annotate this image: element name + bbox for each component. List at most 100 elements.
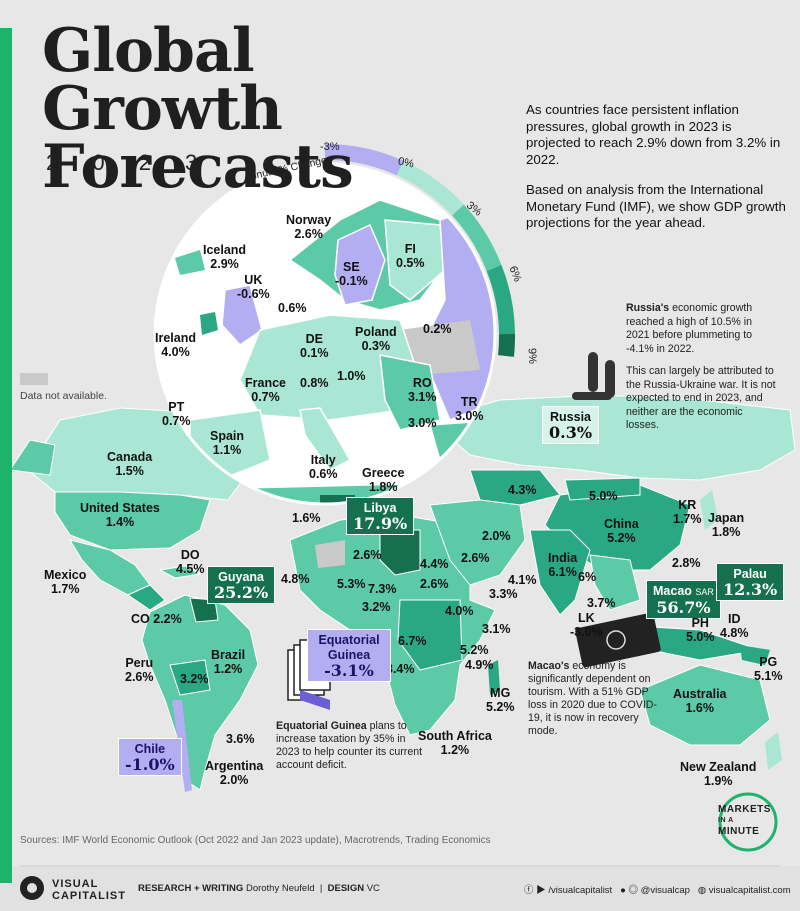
russia-note-p1: economic growth reached a high of 10.5% … xyxy=(626,302,753,355)
intro-p1: As countries face persistent inflation p… xyxy=(526,102,781,167)
equatorial-guinea-note: Equatorial Guinea plans to increase taxa… xyxy=(276,720,423,771)
label-hu: 1.0% xyxy=(337,369,366,383)
mongolia-shape xyxy=(564,477,641,501)
label-guyana: Guyana 25.2% xyxy=(207,566,276,604)
label-at: 0.8% xyxy=(300,376,329,390)
instagram-icon[interactable]: ◎ xyxy=(628,885,639,896)
japan-shape xyxy=(700,490,718,530)
twitter-icon[interactable]: ● xyxy=(620,885,626,896)
vc-logo-text: VISUAL CAPITALIST xyxy=(52,878,126,902)
label-tr: TR 3.0% xyxy=(455,395,484,423)
globe-icon[interactable]: ◍ xyxy=(697,885,707,896)
sea-shape xyxy=(589,554,641,611)
bullets-icon xyxy=(572,352,615,400)
site-link[interactable]: visualcapitalist.com xyxy=(708,885,791,896)
label-co: CO 2.2% xyxy=(131,612,182,626)
russia-note: Russia's economic growth reached a high … xyxy=(626,302,776,442)
scale-arc-top xyxy=(498,333,516,357)
social-links[interactable]: ⓕ ▶ /visualcapitalist ● ◎ @visualcap ◍ v… xyxy=(524,882,791,896)
label-drc: 6.7% xyxy=(398,634,427,648)
italy-shape xyxy=(299,407,352,471)
page-title: Global Growth Forecasts xyxy=(42,16,354,202)
russia-note-lead: Russia's xyxy=(626,302,670,314)
finland-shape xyxy=(384,219,446,301)
markets-in-a-minute-logo: MARKETS IN A MINUTE xyxy=(718,804,771,837)
scale-arc-high xyxy=(486,265,515,335)
year-label: 2 0 2 3 xyxy=(46,150,212,175)
label-pt: PT 0.7% xyxy=(162,400,191,428)
handle-2[interactable]: @visualcap xyxy=(640,885,690,896)
iceland-shape xyxy=(175,250,205,275)
india-shape xyxy=(529,529,591,616)
handle-1[interactable]: /visualcapitalist xyxy=(548,885,613,896)
label-kr: KR 1.7% xyxy=(673,498,702,526)
label-angola: 3.4% xyxy=(386,662,415,676)
label-ethiopia: 4.0% xyxy=(445,604,474,618)
sweden-shape xyxy=(334,223,386,306)
label-palau: Palau 12.3% xyxy=(716,563,785,601)
label-saudi: 2.6% xyxy=(461,551,490,565)
scale-arc-low xyxy=(396,160,464,216)
label-w-africa: 4.8% xyxy=(281,572,310,586)
label-australia: Australia 1.6% xyxy=(673,687,727,715)
label-chile: Chile -1.0% xyxy=(118,738,182,776)
scale-arc-mid xyxy=(452,204,502,272)
label-pg: PG 5.1% xyxy=(754,655,783,683)
south-america-shape xyxy=(141,594,259,791)
central-america-shape xyxy=(126,584,166,611)
east-europe-shape xyxy=(379,354,441,431)
accent-bar xyxy=(0,28,12,883)
label-mexico: Mexico 1.7% xyxy=(44,568,87,596)
label-oman: 4.1% xyxy=(508,573,537,587)
caribbean-shape xyxy=(158,565,202,579)
label-uruguay: 3.6% xyxy=(226,732,255,746)
label-china: China 5.2% xyxy=(604,517,639,545)
intro-text: As countries face persistent inflation p… xyxy=(526,102,788,246)
youtube-icon[interactable]: ▶ xyxy=(536,885,546,896)
label-nl: 0.6% xyxy=(278,301,307,315)
label-nigeria: 7.3% xyxy=(368,582,397,596)
uk-shape xyxy=(221,284,263,346)
label-kz: 4.3% xyxy=(508,483,537,497)
ukraine-na-shape xyxy=(400,320,480,375)
new-zealand-shape xyxy=(765,732,782,770)
label-india: India 6.1% xyxy=(548,551,578,579)
na-swatch xyxy=(20,373,48,385)
label-de: DE 0.1% xyxy=(300,332,329,360)
label-us: United States 1.4% xyxy=(80,501,160,529)
label-tz: 5.2% xyxy=(460,643,489,657)
scale-tick-neg3: -3% xyxy=(320,141,340,153)
russia-note-p2: This can largely be attributed to the Ru… xyxy=(626,365,776,431)
label-canada: Canada 1.5% xyxy=(107,450,153,478)
label-th: 3.7% xyxy=(587,596,616,610)
label-ro: RO 3.1% xyxy=(408,376,437,404)
label-ireland: Ireland 4.0% xyxy=(155,331,196,359)
intro-p2: Based on analysis from the International… xyxy=(526,182,786,230)
sahara-na-shape xyxy=(315,540,345,568)
bolivia-shape xyxy=(169,659,211,696)
central-africa-shape xyxy=(397,599,463,671)
label-iran: 2.0% xyxy=(482,529,511,543)
label-norway: Norway 2.6% xyxy=(286,213,332,241)
label-mongolia: 5.0% xyxy=(589,489,618,503)
vc-logo-icon xyxy=(20,876,44,900)
label-south-africa: South Africa 1.2% xyxy=(418,729,492,757)
madagascar-shape xyxy=(488,660,500,695)
label-eq-guinea: Equatorial Guinea -3.1% xyxy=(307,629,391,682)
sources: Sources: IMF World Economic Outlook (Oct… xyxy=(20,835,491,846)
label-id: ID 4.8% xyxy=(720,612,749,640)
label-vn: 2.8% xyxy=(672,556,701,570)
label-bd: 6% xyxy=(578,570,597,584)
label-bg: 3.0% xyxy=(408,416,437,430)
label-argentina: Argentina 2.0% xyxy=(205,759,264,787)
label-lk: LK -3.0% xyxy=(570,611,603,639)
facebook-icon[interactable]: ⓕ xyxy=(524,885,534,896)
label-sudan: 2.6% xyxy=(420,577,449,591)
label-morocco: 1.6% xyxy=(292,511,321,525)
label-libya: Libya 17.9% xyxy=(346,497,415,535)
label-japan: Japan 1.8% xyxy=(708,511,745,539)
label-russia: Russia 0.3% xyxy=(542,406,600,444)
png-shape xyxy=(740,645,770,665)
label-se: SE -0.1% xyxy=(335,260,368,288)
scale-arc-negative xyxy=(324,143,404,176)
